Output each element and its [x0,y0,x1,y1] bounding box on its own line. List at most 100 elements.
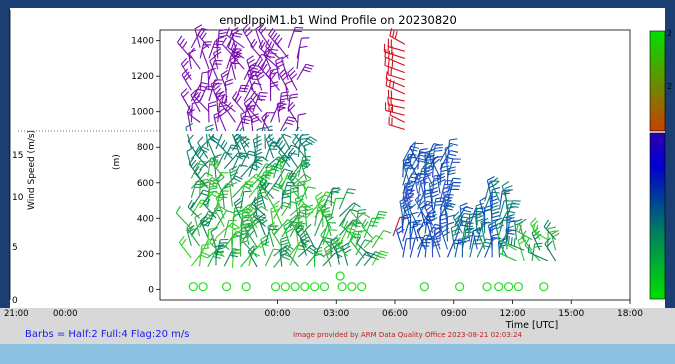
wind-barb-feather [181,68,189,76]
wind-barb-feather [305,140,313,146]
wind-barb-feather [289,152,298,156]
wind-barb-feather [260,234,268,240]
wind-barb-feather [491,207,500,212]
right-dark-strip [665,0,675,364]
wind-barb-feather [258,39,264,48]
wind-barb [499,210,509,226]
wind-barb-feather [255,24,263,30]
x-axis: 00:00 03:00 06:00 09:00 12:00 15:00 18:00 [265,300,643,319]
wind-barb-feather [342,242,350,248]
wind-barb-feather [217,91,224,98]
wind-barb-feather [198,94,204,102]
wind-barb-feather [489,226,498,232]
wind-barb-feather [403,164,412,168]
wind-barb-feather [249,73,257,80]
wind-barb [194,217,201,237]
wind-barb-feather [200,192,209,197]
wind-barb [237,133,250,148]
wind-barb-feather [215,243,224,248]
wind-barb-feather [430,193,439,198]
wind-barb-feather [527,244,531,253]
wind-barb-feather [264,125,273,129]
wind-barb-feather [213,159,219,167]
wind-barb-feather [320,203,327,210]
wind-barb [201,49,210,70]
wind-barb [469,230,474,250]
wind-barb [285,250,299,267]
wind-barb [303,182,308,200]
wind-barb [417,183,421,202]
wind-barb-feather [231,29,240,35]
x-tick-label: 03:00 [323,309,349,319]
calm-marker [290,282,300,292]
wind-barb-feather [186,105,191,114]
wind-barb-feather [353,202,361,208]
wind-barb-feather [220,69,229,76]
calm-marker [319,282,330,292]
wind-barb-feather [497,231,501,240]
wind-barb-feather [251,196,257,205]
wind-barb-feather [187,134,194,142]
wind-barb-feather [534,242,543,245]
wind-barb-feather [399,216,408,219]
wind-barb-feather [242,217,250,224]
wind-barb-feather [404,164,413,170]
left-x-tick-0000: 00:00 [53,309,78,319]
wind-barb-feather [292,183,298,192]
wind-barb-feather [289,172,296,180]
wind-barb-feather [341,218,346,227]
overlap-band [172,131,622,134]
wind-barb-feather [250,80,256,89]
wind-barb [197,142,209,159]
wind-barb-feather [187,199,193,208]
left-y-tick-5: 5 [12,243,18,253]
calm-marker [337,282,347,292]
wind-barb-feather [202,221,210,227]
x-tick-label: 15:00 [558,309,584,319]
wind-barb-feather [231,91,238,99]
wind-barb-feather [248,70,256,76]
wind-barb-feather [188,49,197,54]
wind-barb-feather [294,169,300,178]
wind-barb-feather [435,200,444,203]
wind-barb-feather [259,61,266,69]
wind-barb [207,70,210,91]
wind-barb-feather [257,74,265,81]
wind-barb-feather [221,72,230,79]
wind-barb-feather [272,200,280,207]
wind-barb-feather [285,228,294,234]
wind-barb-feather [194,24,203,30]
wind-barb [240,191,245,210]
wind-barb [281,144,292,159]
wind-barb-feather [208,104,217,108]
wind-barb-feather [299,209,308,212]
wind-barb-feather [208,100,217,105]
wind-barb-feather [240,240,249,244]
wind-barb-feather [262,179,268,188]
wind-barb-feather [186,221,193,229]
left-y-tick-15: 15 [12,151,23,161]
wind-barb-feather [270,71,279,75]
wind-barb-feather [383,229,392,234]
wind-barb-feather [510,206,519,208]
wind-barb-feather [291,217,299,224]
left-wind-speed-panel: 15 10 5 0 Wind Speed (m/s) 21:00 00:00 [4,10,172,319]
wind-barb-feather [277,100,285,105]
wind-barb-feather [280,159,289,164]
wind-barb-feather [433,158,441,165]
wind-barb-feather [544,237,551,245]
wind-barb-feather [328,228,338,231]
wind-barb-feather [235,200,243,207]
wind-barb-feather [434,223,443,227]
wind-barb-feather [546,240,553,248]
wind-barb-feather [222,185,231,190]
wind-barb-feather [391,52,394,61]
wind-barb-feather [270,73,277,81]
wind-barb-feather [444,207,453,211]
wind-barb-feather [464,225,474,228]
wind-barb-feather [314,253,323,257]
wind-barb-feather [450,149,459,153]
wind-barb-feather [199,30,205,38]
wind-barb-feather [213,153,222,158]
wind-barb-feather [323,236,332,240]
